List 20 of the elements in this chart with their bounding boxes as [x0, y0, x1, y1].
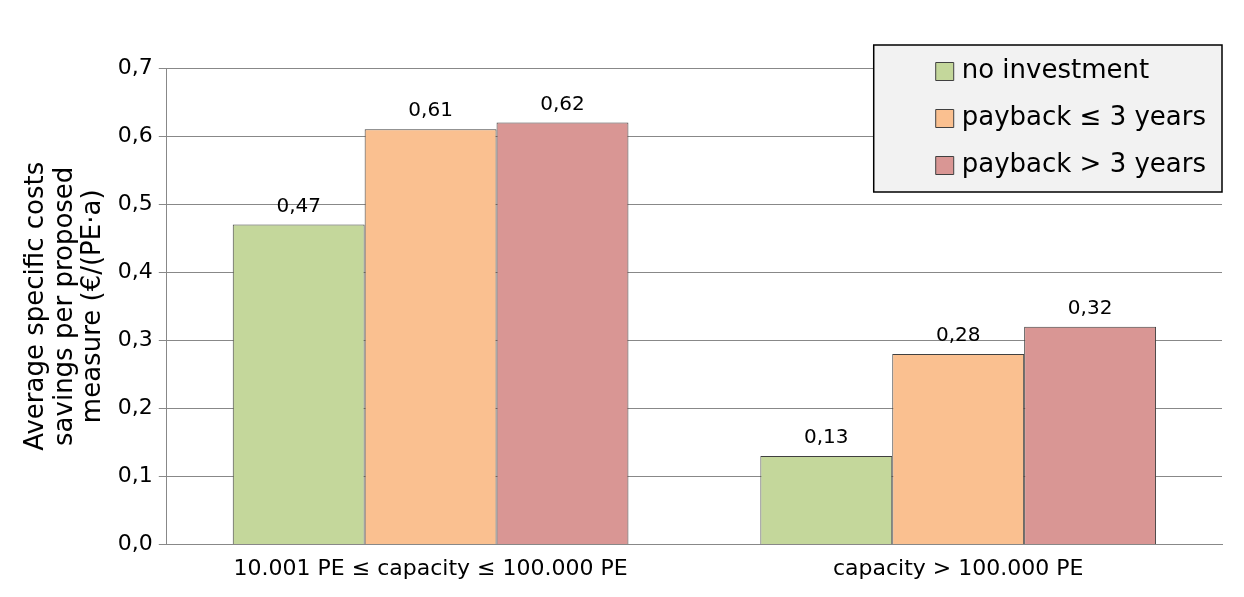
data-label: 0,28 — [935, 322, 981, 347]
y-tick-label: 0,2 — [117, 394, 153, 420]
legend-label: no investment — [961, 54, 1150, 85]
y-tick-label: 0,1 — [117, 462, 153, 488]
x-tick-label: capacity > 100.000 PE — [832, 554, 1084, 580]
y-tick-label: 0,4 — [117, 257, 153, 283]
y-tick-label: 0,3 — [117, 326, 153, 352]
data-label: 0,61 — [408, 97, 453, 122]
data-label: 0,62 — [540, 90, 585, 115]
data-label: 0,47 — [276, 192, 321, 217]
y-axis-title: Average specific costs savings per proposed measure (€/(PE·a) — [19, 161, 107, 451]
y-tick-label: 0,0 — [117, 530, 153, 556]
data-label: 0,13 — [804, 424, 849, 449]
data-label: 0,32 — [1067, 294, 1113, 319]
y-tick-label: 0,6 — [117, 121, 153, 147]
y-tick-label: 0,5 — [117, 189, 153, 215]
x-tick-label: 10.001 PE ≤ capacity ≤ 100.000 PE — [233, 554, 628, 580]
legend-label: payback > 3 years — [961, 148, 1207, 179]
legend-label: payback ≤ 3 years — [961, 101, 1207, 132]
y-tick-label: 0,7 — [117, 53, 153, 79]
